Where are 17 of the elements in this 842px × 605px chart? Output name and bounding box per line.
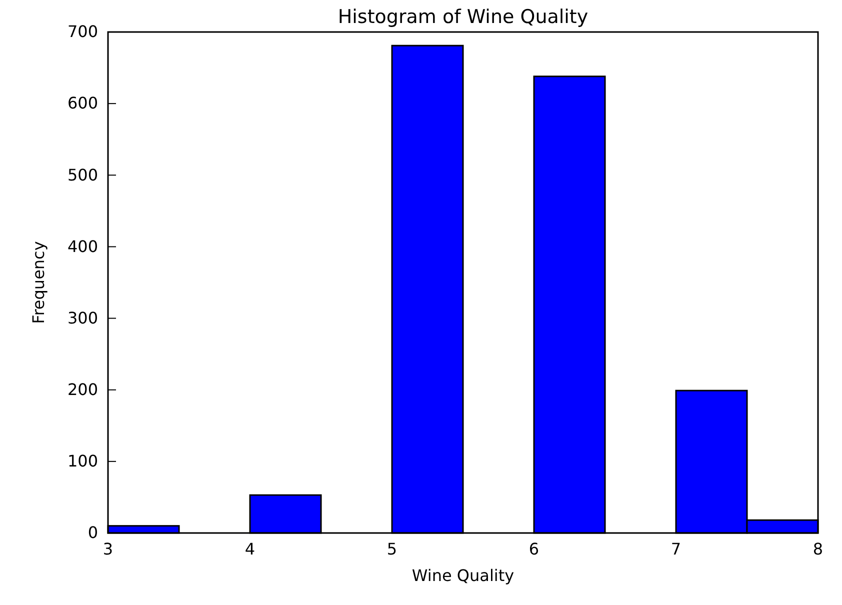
x-tick-label: 3 [102,539,114,558]
x-tick-label: 5 [386,539,398,558]
chart-title: Histogram of Wine Quality [338,6,588,28]
x-axis-title: Wine Quality [412,566,514,585]
y-axis-title: Frequency [29,241,48,324]
y-tick-label: 200 [67,380,98,399]
y-tick-label: 0 [88,523,98,542]
y-tick-label: 300 [67,308,98,328]
x-tick-label: 8 [812,539,824,558]
x-tick-label: 4 [244,539,256,558]
x-tick-label: 7 [670,539,682,558]
y-tick-label: 700 [67,22,98,42]
y-tick-label: 500 [67,165,98,184]
x-tick-label: 6 [528,539,540,558]
y-tick-label: 600 [67,94,98,113]
y-tick-label: 400 [67,236,98,256]
y-tick-label: 100 [67,452,98,471]
